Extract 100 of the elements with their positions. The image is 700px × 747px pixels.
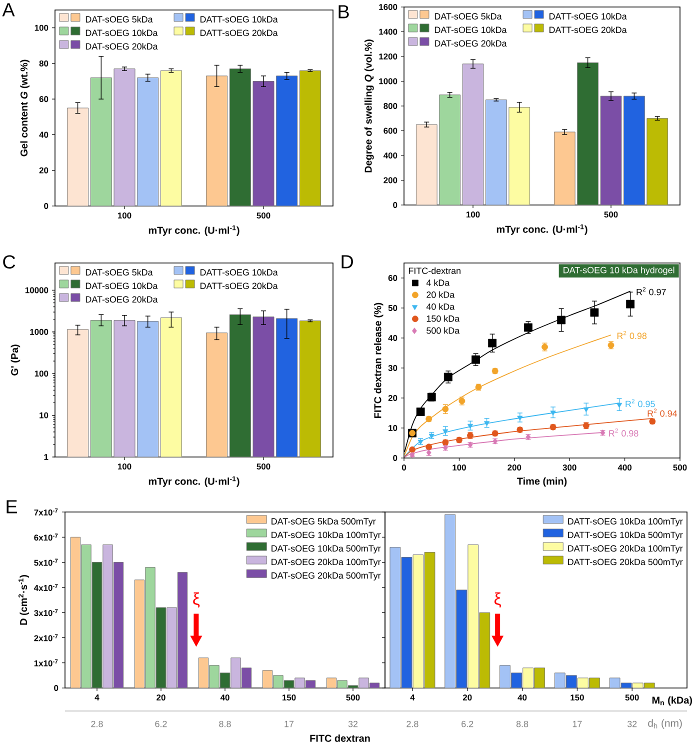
chart-title: B xyxy=(338,5,349,18)
y-tick-label: 1400 xyxy=(379,28,398,35)
annotation: ξ xyxy=(494,592,502,608)
legend-label: 20 kDa xyxy=(426,291,455,298)
legend-label: DAT-sOEG 20kDa 100mTyr xyxy=(272,558,381,567)
x-axis-title: mTyr conc. (U·ml$^{-1}$) xyxy=(148,476,240,487)
x-axis-title: M$_{n}$ (kDa) xyxy=(652,696,692,706)
x-tick-label: 100 xyxy=(452,464,466,471)
legend-label: DAT-sOEG 5kDa 500mTyr xyxy=(272,518,376,526)
series-label: R$^{2}$ 0.97 xyxy=(636,287,666,296)
legend-label: DATT-sOEG 20kDa 100mTyr xyxy=(568,545,683,554)
legend-label: DAT-sOEG 10kDa xyxy=(86,29,158,36)
y-tick-label: 40 xyxy=(39,132,48,138)
x-tick-label: 500 xyxy=(256,464,270,470)
x-tick-label: 4 xyxy=(410,694,415,700)
legend-label: 500 kDa xyxy=(426,327,460,334)
legend-label: DAT-sOEG 10kDa xyxy=(86,282,158,290)
y-tick-label: 20 xyxy=(39,167,48,174)
text: 32 xyxy=(348,720,358,728)
y-tick-label: 3x10$^{-7}$ xyxy=(34,609,58,616)
y-axis-title: Degree of swelling Q (vol.%) xyxy=(364,40,374,172)
y-tick-label: 600 xyxy=(384,128,398,134)
x-tick-label: 40 xyxy=(220,694,230,701)
x-tick-label: 150 xyxy=(570,694,584,701)
y-tick-label: 4x10$^{-7}$ xyxy=(34,584,58,591)
legend-label: 40 kDa xyxy=(426,303,455,310)
y-tick-label: 5x10$^{-7}$ xyxy=(34,558,58,566)
legend-label: DATT-sOEG 20kDa xyxy=(200,29,278,36)
y-tick-label: 80 xyxy=(39,60,48,66)
x-tick-label: 500 xyxy=(604,212,618,218)
y-tick-label: 1x10$^{-7}$ xyxy=(34,659,58,666)
text: 6.2 xyxy=(462,720,474,728)
text: 17 xyxy=(284,720,294,728)
x-tick-label: 100 xyxy=(118,464,132,470)
y-tick-label: 2x10$^{-7}$ xyxy=(34,634,58,642)
chart-title: D xyxy=(342,255,353,268)
text: 2.8 xyxy=(406,720,418,728)
x-tick-label: 20 xyxy=(462,694,472,701)
legend-label: DAT-sOEG 10kDa 500mTyr xyxy=(272,545,381,554)
y-tick-label: 1600 xyxy=(379,4,398,10)
x-tick-label: 500 xyxy=(625,694,639,701)
text: 8.8 xyxy=(219,720,231,728)
legend-label: DATT-sOEG 20kDa 500mTyr xyxy=(568,558,683,567)
legend-title: FITC-dextran xyxy=(408,267,460,274)
y-tick-label: 0 xyxy=(393,455,398,461)
x-tick-label: 100 xyxy=(118,212,132,219)
x-tick-label: 400 xyxy=(618,464,632,471)
y-tick-label: 1000 xyxy=(379,78,398,84)
x-tick-label: 4 xyxy=(94,694,100,700)
y-tick-label: 1200 xyxy=(379,54,398,60)
chart-title: A xyxy=(2,3,15,16)
x-axis-title: mTyr conc. (U·ml$^{-1}$) xyxy=(148,225,240,236)
y-tick-label: 20 xyxy=(388,395,398,401)
y-tick-label: 0 xyxy=(54,685,58,691)
y-tick-label: 1000 xyxy=(30,328,48,335)
y-axis-title: FITC dextran release (%) xyxy=(374,302,384,418)
x-tick-label: 40 xyxy=(518,694,527,701)
legend-label: DATT-sOEG 20kDa xyxy=(200,282,278,290)
legend-label: 4 kDa xyxy=(426,279,450,286)
legend-label: DATT-sOEG 10kDa xyxy=(200,16,278,23)
legend-label: DATT-sOEG 10kDa xyxy=(550,12,627,20)
y-tick-label: 200 xyxy=(384,177,398,184)
annotation: ξ xyxy=(193,592,200,608)
legend-label: DAT-sOEG 20kDa xyxy=(434,40,507,47)
chart-subtitle: DAT-sOEG 10 kDa hydrogel xyxy=(564,266,674,276)
x-tick-label: 100 xyxy=(466,212,480,218)
y-tick-label: 7x10$^{-7}$ xyxy=(34,508,58,516)
y-axis-title: Gel content G (wt.%) xyxy=(20,60,30,156)
text: 6.2 xyxy=(155,720,167,728)
x-axis-title: Time (min) xyxy=(517,477,567,487)
legend-label: DAT-sOEG 5kDa xyxy=(434,12,502,20)
y-axis-title: D (cm$^{2}$·s$^{-1}$) xyxy=(18,575,30,625)
text: 2.8 xyxy=(91,720,103,728)
legend-label: DATT-sOEG 10kDa 100mTyr xyxy=(568,518,683,526)
legend-label: 150 kDa xyxy=(426,315,460,322)
x-tick-label: 500 xyxy=(673,464,687,471)
y-tick-label: 50 xyxy=(388,305,398,311)
legend-label: DAT-sOEG 20kDa xyxy=(86,43,158,50)
x-axis-title: FITC dextran xyxy=(310,734,370,742)
chart-title: E xyxy=(6,500,18,514)
y-tick-label: 10000 xyxy=(25,287,48,294)
legend-label: DAT-sOEG 20kDa 500mTyr xyxy=(272,572,381,580)
y-tick-label: 100 xyxy=(34,24,48,31)
x-tick-label: 0 xyxy=(402,464,406,471)
y-tick-label: 6x10$^{-7}$ xyxy=(34,534,58,541)
y-tick-label: 10 xyxy=(40,412,48,418)
legend-label: DATT-sOEG 10kDa 500mTyr xyxy=(568,531,683,540)
x2-axis-title: d$_{h}$ (nm) xyxy=(648,719,682,729)
legend-label: DAT-sOEG 10kDa xyxy=(434,26,507,34)
legend-label: DATT-sOEG 20kDa xyxy=(550,26,627,34)
text: 8.8 xyxy=(516,720,528,728)
series-label: R$^{2}$ 0.98 xyxy=(609,428,638,437)
series-label: R$^{2}$ 0.94 xyxy=(648,408,678,417)
text: 17 xyxy=(572,720,582,728)
x-tick-label: 200 xyxy=(508,464,522,471)
y-tick-label: 800 xyxy=(384,103,398,109)
x-tick-label: 150 xyxy=(282,694,296,701)
y-tick-label: 60 xyxy=(39,96,48,102)
y-tick-label: 0 xyxy=(393,202,398,208)
y-tick-label: 60 xyxy=(388,275,398,281)
